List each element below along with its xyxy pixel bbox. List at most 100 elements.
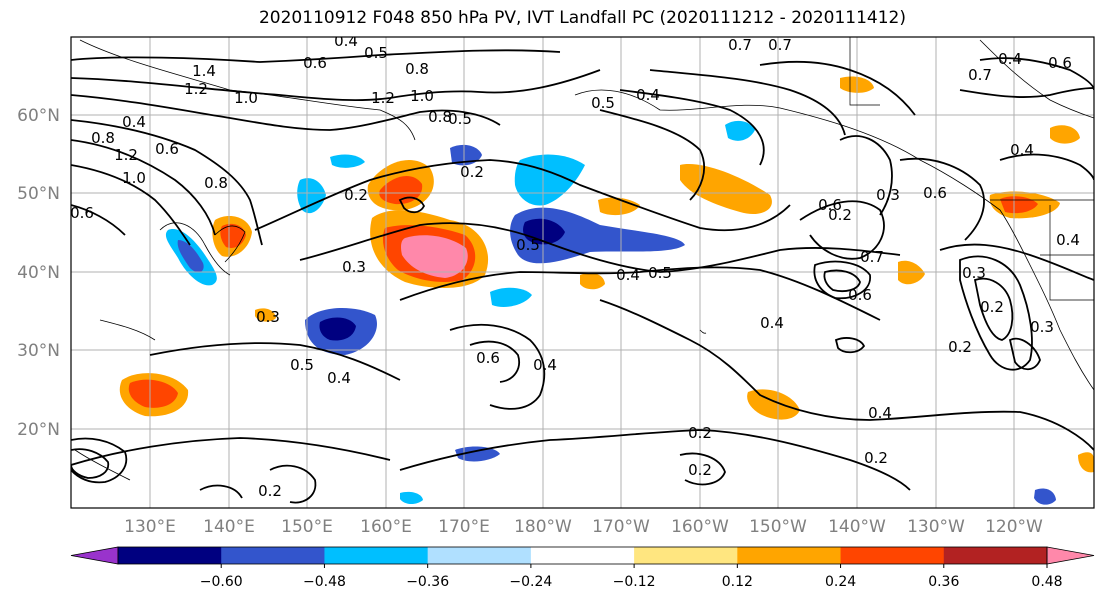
contour-line — [469, 340, 520, 383]
longitude-label: 170°E — [438, 517, 490, 537]
positive-anomaly-japan-core — [220, 223, 246, 248]
positive-anomaly-south-core — [128, 379, 178, 408]
contour-line — [199, 484, 243, 499]
latitude-label: 20°N — [17, 420, 60, 440]
colorbar-extend-high — [1046, 546, 1095, 565]
positive-anomaly-center-peak — [401, 235, 468, 278]
colorbar-tick-label: −0.60 — [200, 574, 243, 590]
contour-label: 0.4 — [636, 86, 660, 104]
contour-line — [71, 139, 216, 236]
contour-labels: 0.40.50.6 0.81.41.2 1.00.81.21.00.40.60.80… — [70, 32, 1080, 500]
contour-line — [71, 204, 126, 236]
positive-anomaly-coast-core — [1000, 196, 1038, 214]
contour-label: 0.5 — [591, 94, 615, 112]
contour-line — [71, 49, 561, 63]
contour-line — [449, 323, 546, 410]
map-frame — [70, 36, 1095, 509]
positive-anomaly-northeast — [1050, 125, 1080, 144]
positive-anomaly-mid — [580, 272, 605, 290]
contour-label: 0.4 — [868, 404, 892, 422]
colorbar-segment — [221, 547, 325, 564]
longitude-label: 170°W — [592, 517, 650, 537]
contour-label: 0.2 — [980, 298, 1004, 316]
longitude-label: 160°W — [671, 517, 729, 537]
contour-label: 0.6 — [70, 204, 94, 222]
contour-line — [299, 222, 901, 273]
contour-label: 0.2 — [688, 424, 712, 442]
contour-label: 0.2 — [864, 449, 888, 467]
colorbar-tick-label: 0.12 — [722, 574, 753, 590]
colorbar-segment — [634, 547, 738, 564]
contour-label: 0.3 — [342, 258, 366, 276]
graticule — [71, 37, 1094, 508]
contour-label: 0.4 — [1056, 231, 1080, 249]
contour-label: 0.6 — [476, 349, 500, 367]
contour-line — [71, 119, 263, 246]
contour-line — [939, 243, 1094, 281]
negative-anomaly-bering — [330, 154, 365, 168]
contour-line — [71, 448, 110, 479]
contour-label: 0.5 — [516, 236, 540, 254]
negative-anomaly-south-west — [400, 491, 423, 505]
contour-label: 1.2 — [184, 80, 208, 98]
contour-label: 0.3 — [256, 308, 280, 326]
contour-label: 0.5 — [290, 356, 314, 374]
longitude-label: 140°W — [828, 517, 886, 537]
contour-line — [973, 277, 1014, 341]
contour-line — [254, 159, 791, 232]
latitude-label: 60°N — [17, 106, 60, 126]
contour-line — [71, 94, 501, 131]
contour-line — [599, 109, 705, 201]
negative-anomaly-east — [510, 207, 685, 264]
negative-anomaly-west-core — [319, 317, 356, 341]
contour-line — [839, 135, 893, 216]
contour-label: 0.6 — [1048, 54, 1072, 72]
colorbar-segment — [737, 547, 842, 564]
contour-line — [399, 266, 881, 321]
colorbar-tick-label: −0.48 — [303, 574, 346, 590]
contour-line — [71, 69, 601, 102]
ivt-contours — [71, 49, 1094, 504]
colorbar-segment — [530, 547, 635, 564]
latitude-label: 50°N — [17, 184, 60, 204]
colorbar-tick-label: −0.24 — [509, 574, 552, 590]
contour-line — [149, 342, 401, 381]
contour-label: 0.2 — [688, 461, 712, 479]
contour-label: 0.4 — [533, 356, 557, 374]
contour-label: 1.4 — [192, 62, 216, 80]
contour-label: 0.4 — [616, 266, 640, 284]
colorbar-outline — [117, 546, 1048, 565]
latitude-label: 30°N — [17, 341, 60, 361]
colorbar-tick-label: −0.36 — [406, 574, 449, 590]
contour-label: 0.5 — [648, 264, 672, 282]
negative-anomaly-south-central — [455, 446, 500, 462]
contour-label: 0.8 — [428, 108, 452, 126]
contour-label: 0.6 — [818, 196, 842, 214]
contour-line — [834, 337, 866, 354]
longitude-label: 150°E — [281, 517, 333, 537]
contour-label: 0.3 — [962, 264, 986, 282]
contour-line — [269, 464, 317, 504]
colorbar-segment — [324, 547, 429, 564]
colorbar-segment — [118, 547, 222, 564]
contour-line — [959, 87, 1094, 98]
colorbar-tick-label: 0.24 — [825, 574, 856, 590]
contour-label: 0.4 — [998, 50, 1022, 68]
negative-anomaly-aleutian — [725, 120, 755, 141]
contour-label: 0.6 — [155, 140, 179, 158]
contour-label: 0.4 — [334, 32, 358, 50]
negative-anomaly-central — [490, 287, 532, 307]
contour-label: 0.5 — [448, 110, 472, 128]
contour-label: 0.7 — [860, 248, 884, 266]
contour-label: 0.4 — [122, 113, 146, 131]
contour-label: 0.8 — [405, 60, 429, 78]
contour-line — [649, 69, 846, 136]
contour-label: 1.0 — [122, 169, 146, 187]
colorbar-extend-low — [70, 546, 119, 565]
coastlines — [74, 39, 1094, 481]
contour-label: 0.7 — [968, 66, 992, 84]
positive-anomaly-far-south — [1078, 452, 1094, 473]
contour-label: 0.8 — [91, 129, 115, 147]
contour-label: 0.2 — [948, 338, 972, 356]
colorbar-tick-label: −0.12 — [613, 574, 656, 590]
